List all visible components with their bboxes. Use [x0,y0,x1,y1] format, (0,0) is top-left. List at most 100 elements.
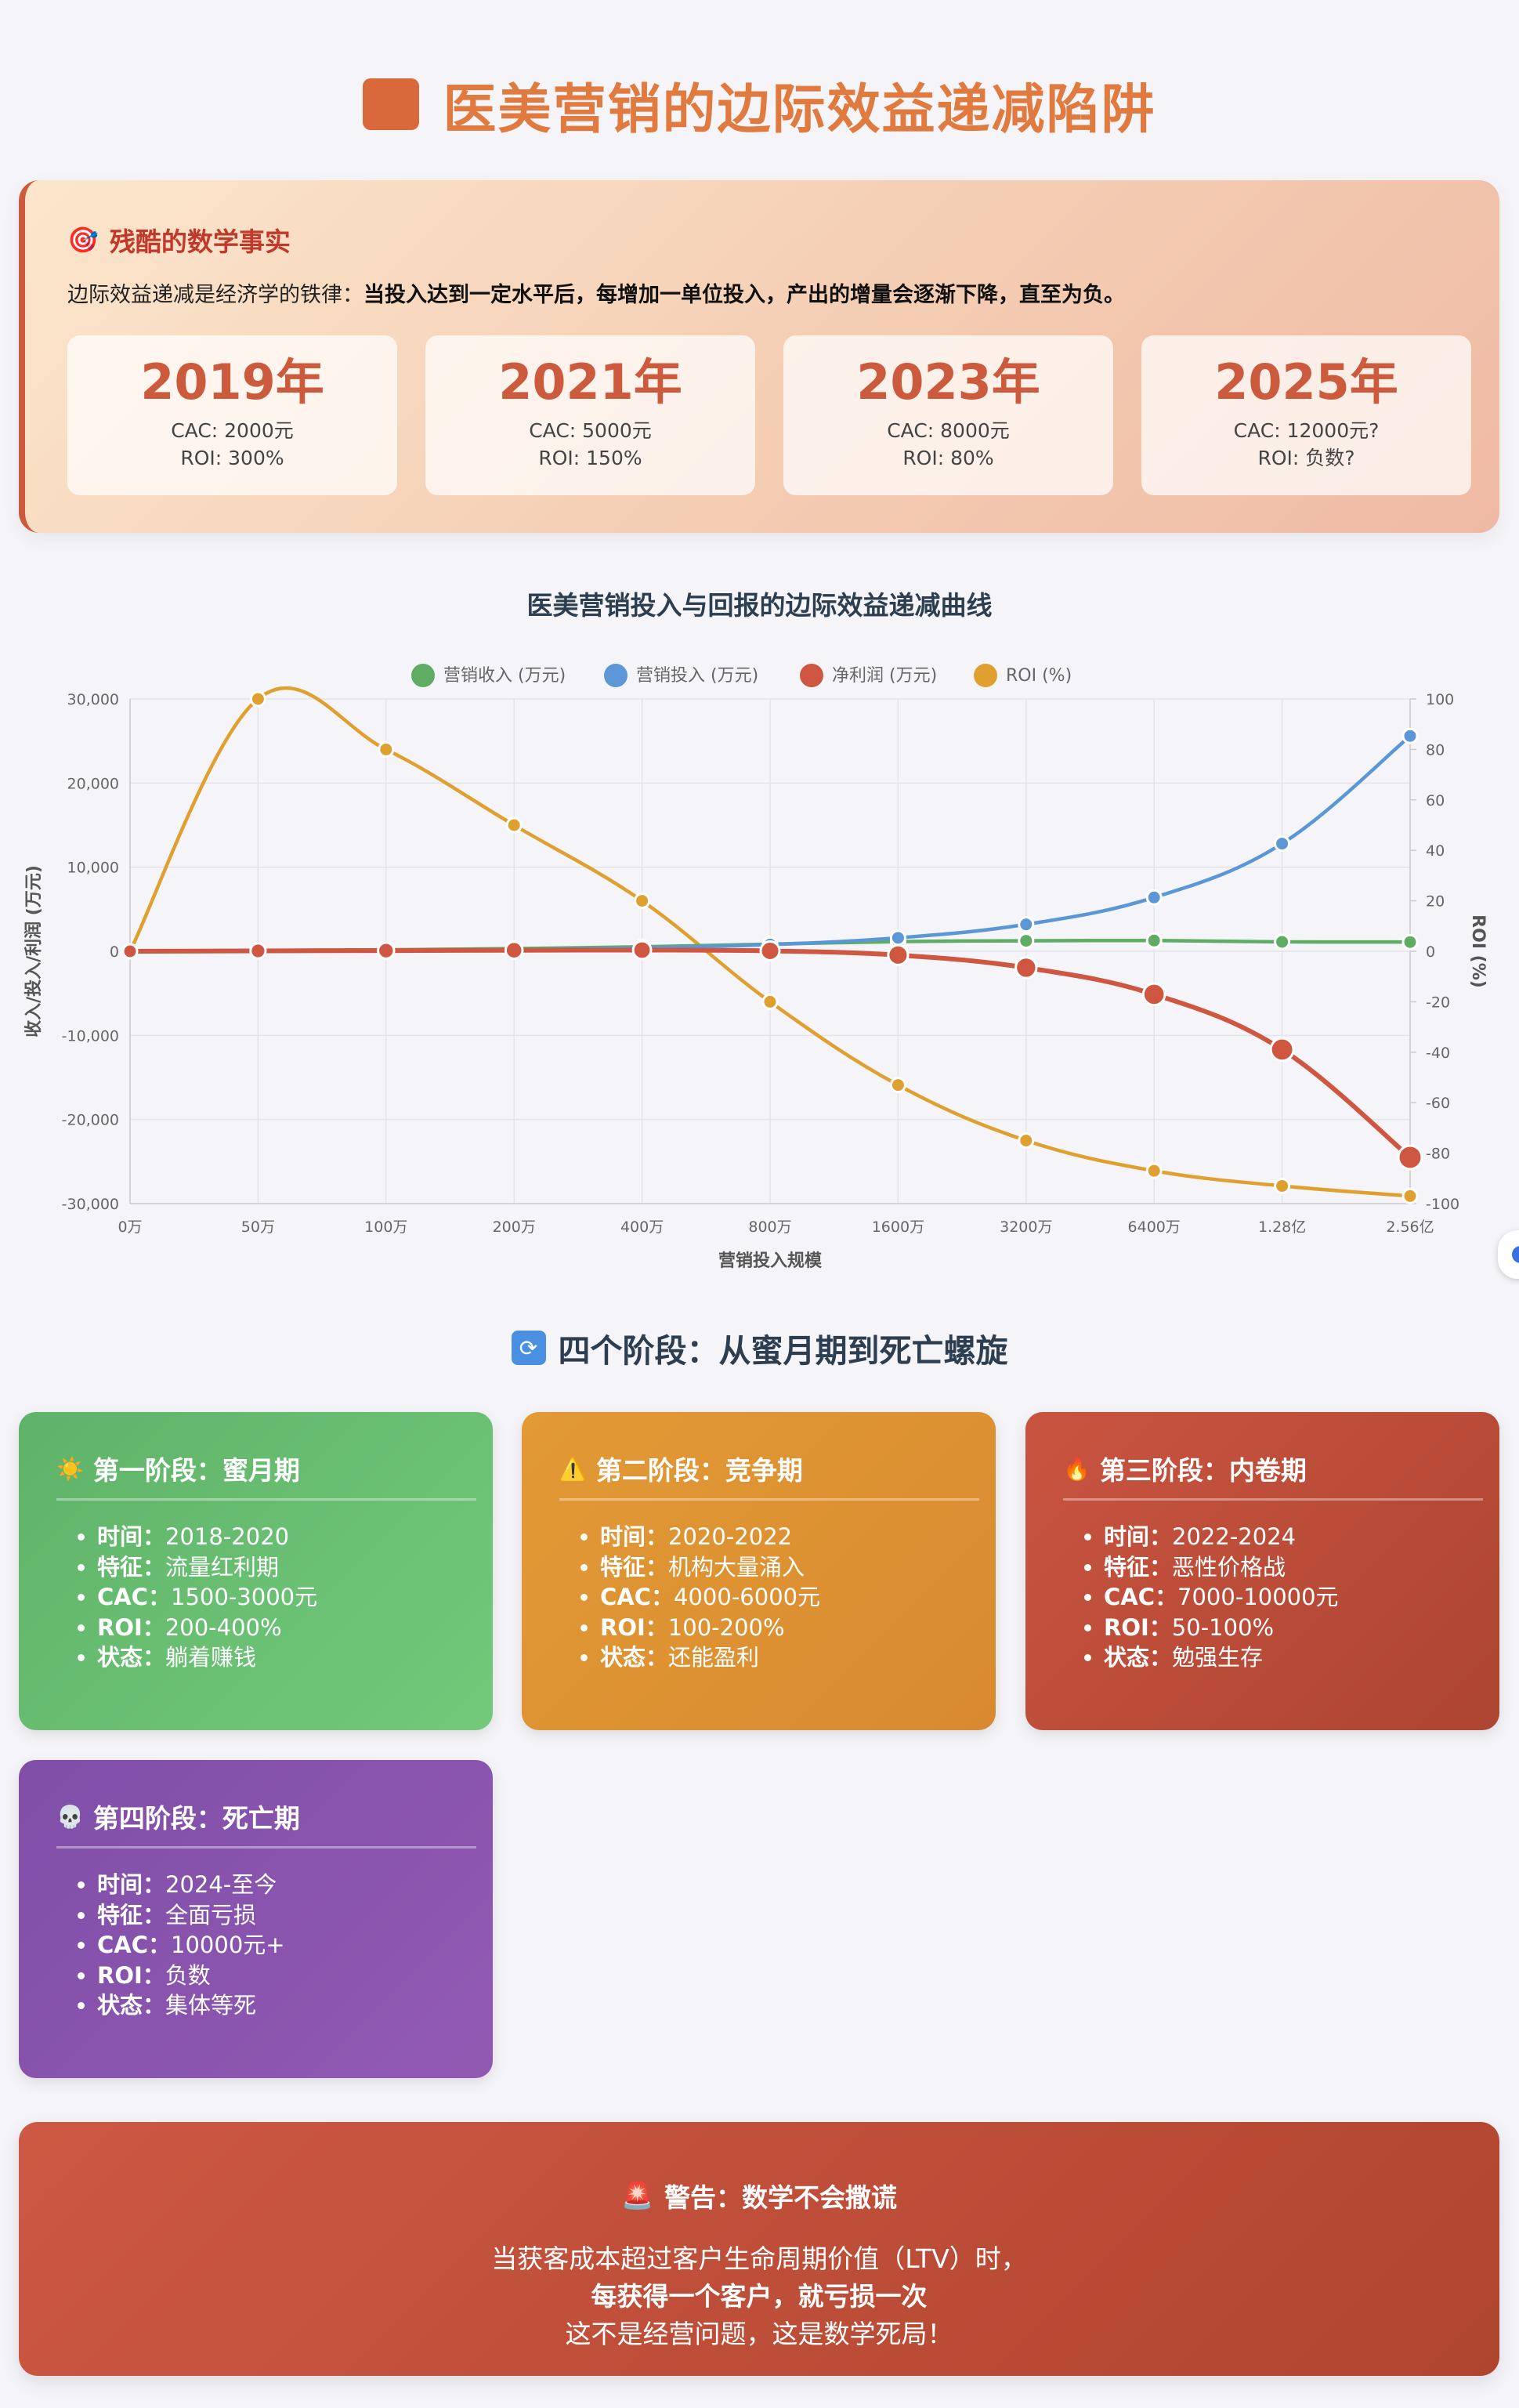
y2-tick-label: 100 [1426,691,1454,708]
stage-item: 特征：恶性价格战 [1104,1552,1339,1583]
page-header: 医美营销的边际效益递减陷阱 [0,69,1519,141]
stage-card-2: ⚠️ 第二阶段：竞争期 时间：2020-2022 特征：机构大量涌入 CAC：40… [522,1412,996,1730]
data-point [1401,933,1419,951]
y2-tick-label: -40 [1426,1045,1450,1062]
year-card-year: 2025年 [1214,353,1398,411]
stage-title: 第二阶段：竞争期 [595,1455,803,1486]
stages-header: ⟳ 四个阶段：从蜜月期到死亡螺旋 [0,1324,1519,1371]
stage-header: ⚠️ 第二阶段：竞争期 [559,1450,803,1487]
y-tick-label: -10,000 [62,1027,119,1045]
stages-title: 四个阶段：从蜜月期到死亡螺旋 [558,1332,1008,1370]
x-tick-label: 100万 [364,1218,407,1236]
divider [559,1498,979,1501]
data-point [121,943,139,960]
stage-item: 特征：全面亏损 [97,1900,285,1931]
x-tick-label: 0万 [118,1218,142,1236]
stage-item: 时间：2024-至今 [97,1870,285,1900]
data-point [504,940,524,961]
x-axis-title: 营销投入规模 [718,1251,823,1271]
year-card-2019: 2019年 CAC: 2000元 ROI: 300% [67,335,397,495]
fire-icon: 🔥 [1063,1455,1090,1482]
legend-marker [974,664,997,687]
series-line [128,686,1411,1198]
stage-header: ☀️ 第一阶段：蜜月期 [56,1450,300,1487]
y2-tick-label: -80 [1426,1146,1450,1163]
divider [56,1498,476,1501]
year-card-cac: CAC: 12000元? [1233,419,1380,443]
x-tick-label: 1.28亿 [1258,1218,1306,1236]
y2-tick-label: -100 [1426,1196,1459,1213]
title-square-icon [363,78,420,130]
x-tick-label: 200万 [493,1218,536,1236]
data-point [889,1077,906,1094]
warning-line-2: 每获得一个客户，就亏损一次 [591,2281,928,2312]
x-tick-label: 3200万 [1000,1218,1052,1236]
data-point [1397,1144,1423,1171]
stage-item: 时间：2018-2020 [97,1522,317,1552]
data-point [1018,1132,1035,1149]
stage-header: 💀 第四阶段：死亡期 [56,1798,300,1835]
stage-item: ROI：50-100% [1104,1613,1339,1643]
divider [1063,1498,1483,1501]
year-card-roi: ROI: 150% [538,446,642,469]
y2-tick-label: 80 [1426,741,1445,759]
warning-line-1: 当获客成本超过客户生命周期价值（LTV）时， [491,2243,1027,2274]
warning-icon: ⚠️ [559,1455,587,1482]
data-point [1014,956,1038,979]
warning-header: 🚨 警告：数学不会撒谎 [19,2177,1499,2214]
year-card-roi: ROI: 负数? [1257,446,1355,469]
stage-item: 特征：机构大量涌入 [600,1552,820,1583]
legend-label: 营销收入 (万元) [443,666,566,686]
y-tick-label: 0 [110,943,119,961]
stage-item: 状态：集体等死 [97,1990,285,2021]
y2-tick-label: 60 [1426,792,1445,809]
floating-scroll-button[interactable] [1498,1230,1519,1279]
x-tick-label: 800万 [748,1218,791,1236]
year-card-cac: CAC: 2000元 [171,419,294,443]
year-card-2021: 2021年 CAC: 5000元 ROI: 150% [425,335,755,495]
data-point [1401,727,1419,744]
stage-item: 状态：勉强生存 [1104,1642,1339,1673]
y2-tick-label: 40 [1426,842,1445,860]
stage-card-1: ☀️ 第一阶段：蜜月期 时间：2018-2020 特征：流量红利期 CAC：150… [19,1412,493,1730]
legend-marker [604,664,627,687]
stage-item: 时间：2022-2024 [1104,1522,1339,1552]
year-card-cac: CAC: 8000元 [887,419,1010,443]
y2-tick-label: -60 [1426,1095,1450,1112]
stage-item: CAC：10000元+ [97,1930,285,1961]
facts-desc-bold: 当投入达到一定水平后，每增加一单位投入，产出的增量会逐渐下降，直至为负。 [363,283,1125,307]
data-point [1145,932,1163,949]
year-card-roi: ROI: 80% [902,446,994,469]
data-point [634,893,651,910]
stage-header: 🔥 第三阶段：内卷期 [1063,1450,1307,1487]
facts-title: 残酷的数学事实 [109,226,291,257]
divider [56,1846,476,1849]
data-point [1274,1177,1291,1194]
legend-marker [411,664,435,687]
data-point [377,941,396,960]
year-cards: 2019年 CAC: 2000元 ROI: 300% 2021年 CAC: 50… [67,335,1471,495]
y-tick-label: 10,000 [67,860,119,877]
legend-label: ROI (%) [1006,666,1072,686]
stage-card-3: 🔥 第三阶段：内卷期 时间：2022-2024 特征：恶性价格战 CAC：7000… [1025,1412,1499,1730]
stage-card-4: 💀 第四阶段：死亡期 时间：2024-至今 特征：全面亏损 CAC：10000元+… [19,1760,493,2078]
stage-item: 状态：还能盈利 [600,1642,820,1673]
data-point [761,993,779,1010]
warning-panel: 🚨 警告：数学不会撒谎 当获客成本超过客户生命周期价值（LTV）时， 每获得一个客… [19,2122,1499,2376]
siren-icon: 🚨 [620,2180,654,2211]
y2-tick-label: 0 [1426,943,1435,961]
data-point [1145,889,1163,906]
y-axis-title: 收入/投入/利润 (万元) [24,865,44,1037]
facts-description: 边际效益递减是经济学的铁律：当投入达到一定水平后，每增加一单位投入，产出的增量会… [67,277,1125,308]
year-card-cac: CAC: 5000元 [529,419,652,443]
year-card-year: 2023年 [856,353,1040,411]
facts-panel: 🎯 残酷的数学事实 边际效益递减是经济学的铁律：当投入达到一定水平后，每增加一单… [19,180,1499,533]
data-point [1401,1187,1419,1204]
x-tick-label: 400万 [620,1218,664,1236]
stage-list: 时间：2024-至今 特征：全面亏损 CAC：10000元+ ROI：负数 状态… [97,1870,285,2021]
y-tick-label: -20,000 [62,1112,119,1129]
stage-item: ROI：100-200% [600,1613,820,1643]
stage-list: 时间：2022-2024 特征：恶性价格战 CAC：7000-10000元 RO… [1104,1522,1339,1673]
stage-item: 时间：2020-2022 [600,1522,820,1552]
x-tick-label: 50万 [241,1218,275,1236]
